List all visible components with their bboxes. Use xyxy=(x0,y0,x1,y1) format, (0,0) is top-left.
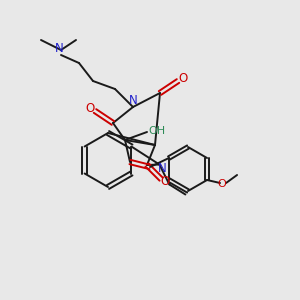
Text: N: N xyxy=(129,94,137,106)
Text: O: O xyxy=(160,175,170,188)
Text: O: O xyxy=(178,71,188,85)
Text: O: O xyxy=(218,179,226,189)
Text: OH: OH xyxy=(148,126,166,136)
Text: N: N xyxy=(55,43,63,56)
Text: O: O xyxy=(85,101,94,115)
Text: N: N xyxy=(158,162,167,175)
